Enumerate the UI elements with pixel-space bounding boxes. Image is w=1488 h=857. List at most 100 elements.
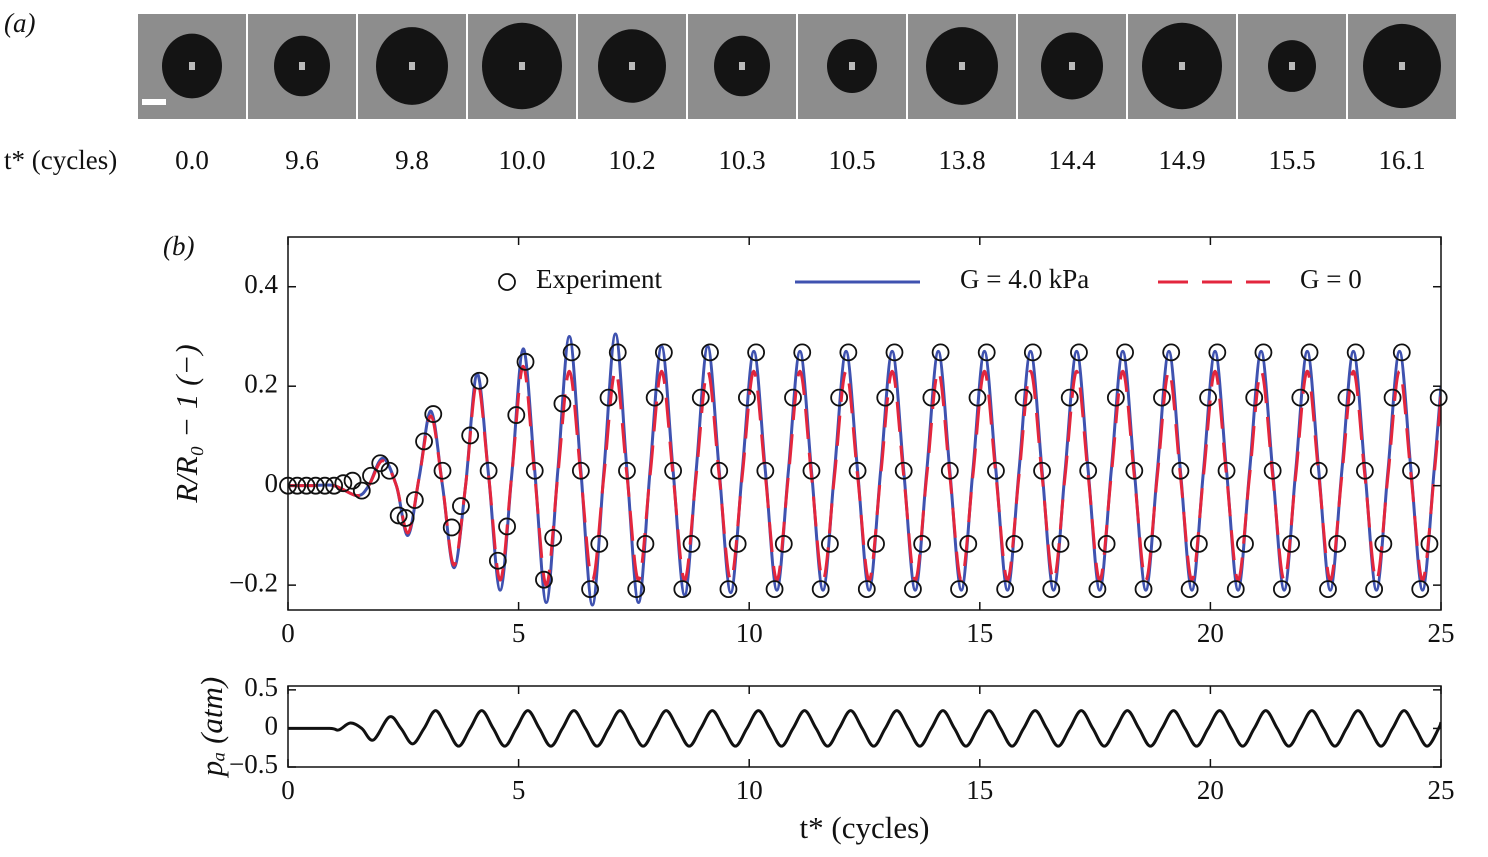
data-point (1189, 534, 1208, 553)
data-point (1042, 580, 1061, 599)
data-point (362, 466, 380, 485)
data-point (1143, 534, 1162, 553)
data-point (507, 406, 526, 424)
x-tick-label: 25 (1428, 618, 1455, 648)
data-point (1374, 534, 1393, 553)
data-point (1180, 580, 1199, 599)
data-point (996, 580, 1015, 599)
x-axis-label: t* (cycles) (800, 810, 930, 845)
axes-frame (287, 685, 1442, 768)
data-point (1116, 343, 1134, 362)
data-point (1060, 388, 1079, 407)
data-point (719, 580, 738, 599)
data-point (664, 461, 683, 480)
data-point (608, 343, 627, 362)
data-point (673, 580, 692, 599)
data-point (1125, 461, 1144, 480)
data-point (885, 343, 904, 362)
time-label: 10.2 (608, 145, 655, 175)
data-point (1162, 343, 1181, 362)
time-label: 9.8 (395, 145, 429, 175)
data-point (1023, 343, 1042, 362)
data-point (1429, 388, 1448, 407)
x-tick-label: 20 (1197, 775, 1224, 805)
bubble-core (959, 62, 965, 70)
legend-label: G = 0 (1300, 264, 1362, 294)
bubble-core (189, 62, 195, 70)
data-point (1420, 534, 1439, 553)
data-point (1014, 388, 1033, 407)
data-point (737, 388, 756, 407)
data-point (1309, 461, 1328, 480)
data-point (1263, 461, 1282, 480)
time-label: 10.5 (828, 145, 875, 175)
data-point (461, 426, 480, 445)
data-point (959, 534, 978, 553)
data-point (830, 388, 849, 407)
data-point (618, 461, 636, 480)
data-point (1337, 388, 1356, 407)
data-point (1272, 580, 1291, 599)
data-point (1411, 580, 1430, 599)
y-tick-label: −0.5 (229, 749, 278, 779)
data-point (442, 518, 461, 537)
data-point (424, 405, 443, 423)
data-point (1199, 388, 1217, 407)
y-axis-label: R/R₀ − 1 (−) (169, 344, 204, 504)
bubble-core (1179, 62, 1185, 70)
y-tick-label: −0.2 (229, 567, 278, 597)
data-point (765, 580, 784, 599)
x-tick-label: 0 (281, 775, 295, 805)
time-label: 0.0 (175, 145, 209, 175)
data-point (1005, 534, 1024, 553)
bubble-core (739, 62, 745, 70)
data-point (433, 461, 452, 480)
x-tick-label: 5 (512, 618, 526, 648)
y-tick-label: 0 (265, 711, 279, 741)
data-point (1291, 388, 1310, 407)
image-strip (138, 14, 1456, 119)
time-label: 13.8 (938, 145, 985, 175)
x-tick-label: 20 (1197, 618, 1224, 648)
data-point (535, 570, 553, 589)
data-point (1226, 580, 1245, 599)
y-tick-label: 0 (265, 468, 279, 498)
data-point (682, 534, 701, 553)
data-point (516, 352, 535, 371)
bubble-core (1069, 62, 1075, 70)
data-point (1070, 343, 1088, 362)
data-point (876, 388, 895, 407)
bubble-core (519, 62, 525, 70)
data-point (571, 461, 590, 480)
data-point (470, 371, 489, 390)
data-point (793, 343, 812, 362)
data-point (1153, 388, 1171, 407)
data-point (710, 461, 729, 480)
data-point (1245, 388, 1264, 407)
data-point (380, 461, 399, 480)
data-point (452, 497, 470, 515)
data-point (1254, 343, 1273, 362)
data-point (1217, 461, 1236, 480)
data-point (1171, 461, 1190, 480)
data-point (1079, 461, 1098, 480)
data-point (774, 534, 793, 553)
y-tick-label: 0.2 (244, 368, 278, 398)
data-point (940, 461, 959, 480)
data-point (498, 517, 516, 536)
data-point (931, 343, 950, 362)
data-point (553, 394, 572, 413)
data-point (968, 388, 987, 407)
bubble-core (299, 62, 305, 70)
data-point (1134, 580, 1153, 599)
data-point (1300, 343, 1319, 362)
data-point (839, 343, 858, 362)
data-point (315, 476, 334, 495)
data-point (627, 580, 646, 599)
bubble-core (1289, 62, 1295, 70)
data-point (987, 461, 1005, 480)
data-point (802, 461, 821, 480)
data-point (1346, 343, 1365, 362)
panel-label: (b) (163, 231, 194, 261)
